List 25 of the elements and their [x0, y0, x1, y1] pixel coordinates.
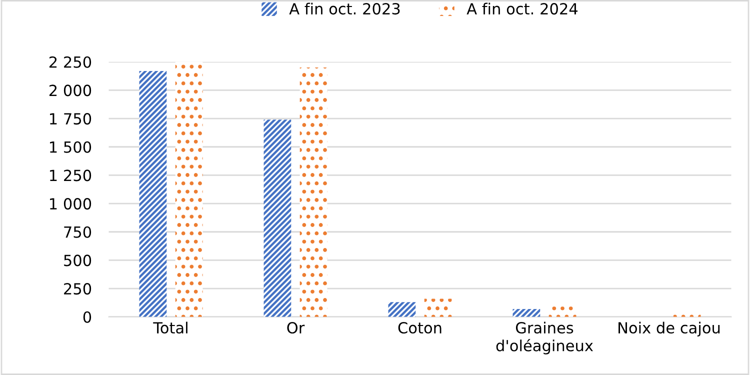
- bar: [175, 62, 203, 317]
- y-tick-label: 500: [64, 254, 92, 266]
- x-tick-label: Or: [287, 322, 305, 334]
- y-tick-label: 0: [83, 311, 92, 323]
- bar: [264, 120, 292, 317]
- bar: [548, 306, 576, 317]
- bar: [388, 302, 416, 317]
- y-tick-label: 1 000: [50, 198, 92, 210]
- y-tick-label: 750: [64, 226, 92, 238]
- bar: [512, 308, 540, 317]
- x-tick-label: Coton: [398, 322, 442, 334]
- bar: [300, 68, 328, 317]
- y-tick-label: 2 000: [49, 84, 92, 96]
- y-tick-label: 250: [64, 283, 92, 295]
- y-tick-label: 1 250: [50, 170, 92, 182]
- x-tick-label: Total: [153, 322, 188, 334]
- bar: [139, 70, 167, 317]
- legend-label: A fin oct. 2023: [289, 2, 400, 15]
- x-tick-label: Noix de cajou: [618, 322, 720, 337]
- y-tick-label: 1 750: [50, 113, 92, 125]
- bar: [424, 298, 452, 317]
- y-tick-label: 2 250: [49, 56, 92, 68]
- x-tick-label: Graines d'oléagineux: [496, 322, 593, 354]
- y-tick-label: 1 500: [50, 141, 92, 153]
- legend-label: A fin oct. 2024: [466, 2, 578, 15]
